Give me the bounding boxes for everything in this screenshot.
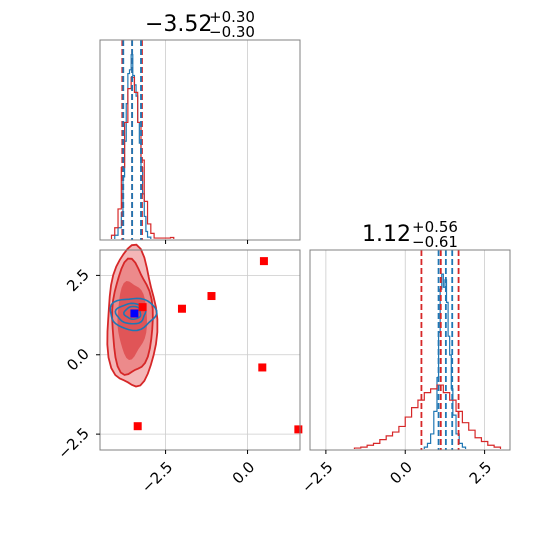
marker-point-4: [258, 363, 267, 372]
histogram-steps: [353, 273, 502, 449]
y-tick-label-0: 2.5: [63, 265, 93, 295]
marker-point-6: [294, 425, 303, 434]
scatter-points: [130, 257, 303, 434]
marginal-histogram-param2: 1.12 +0.56 −0.61 −2.5 0.0 2.5: [298, 218, 511, 497]
contour-red-2: [117, 281, 147, 361]
title-upper-error: +0.56: [412, 218, 458, 236]
marker-point-3: [138, 303, 147, 312]
marginal-histogram-param1: −3.52 +0.30 −0.30: [99, 8, 301, 244]
title-lower-error: −0.30: [209, 23, 255, 41]
histogram-series-1: [353, 384, 502, 449]
plot-frame: [99, 39, 301, 241]
contour-blue-3: [109, 297, 158, 332]
y-tick-labels: 2.5 0.0 −2.5: [54, 265, 92, 462]
panel-title-param2: 1.12: [362, 222, 411, 247]
histogram-series-0: [423, 273, 467, 449]
plot-frame: [309, 249, 511, 451]
title-upper-error: +0.30: [209, 8, 255, 26]
grid-lines: [165, 40, 248, 240]
joint-contour-panel: −2.5 0.0 2.5 0.0 −2.5: [54, 243, 303, 497]
marker-point-2: [177, 304, 186, 313]
title-value: −3.52: [145, 12, 212, 37]
plot-frame: [99, 249, 301, 451]
x-tick-labels: −2.5 0.0: [138, 458, 258, 496]
y-tick-label-1: 0.0: [63, 345, 93, 375]
x-tick-label-0: −2.5: [138, 458, 176, 496]
marker-point-7: [130, 309, 139, 318]
ticks: [96, 274, 249, 454]
x-tick-label-2: 2.5: [466, 458, 496, 488]
x-tick-label-1: 0.0: [386, 458, 416, 488]
marker-point-5: [133, 422, 142, 431]
title-value: 1.12: [362, 222, 411, 247]
contour-blue-4: [114, 302, 147, 325]
panel-title-param1: −3.52: [145, 12, 212, 37]
x-tick-label-0: −2.5: [298, 458, 336, 496]
histogram-series-1: [110, 76, 175, 239]
marker-point-1: [207, 292, 216, 301]
ticks: [325, 450, 486, 454]
title-lower-error: −0.61: [412, 233, 458, 251]
quantile-lines: [420, 250, 460, 450]
x-tick-label-1: 0.0: [229, 458, 259, 488]
marker-point-0: [259, 257, 268, 266]
contour-blue-5: [123, 305, 142, 321]
quantile-lines: [121, 40, 143, 240]
y-tick-label-2: −2.5: [54, 424, 92, 462]
x-tick-labels: −2.5 0.0 2.5: [298, 458, 495, 496]
ticks: [165, 240, 249, 244]
